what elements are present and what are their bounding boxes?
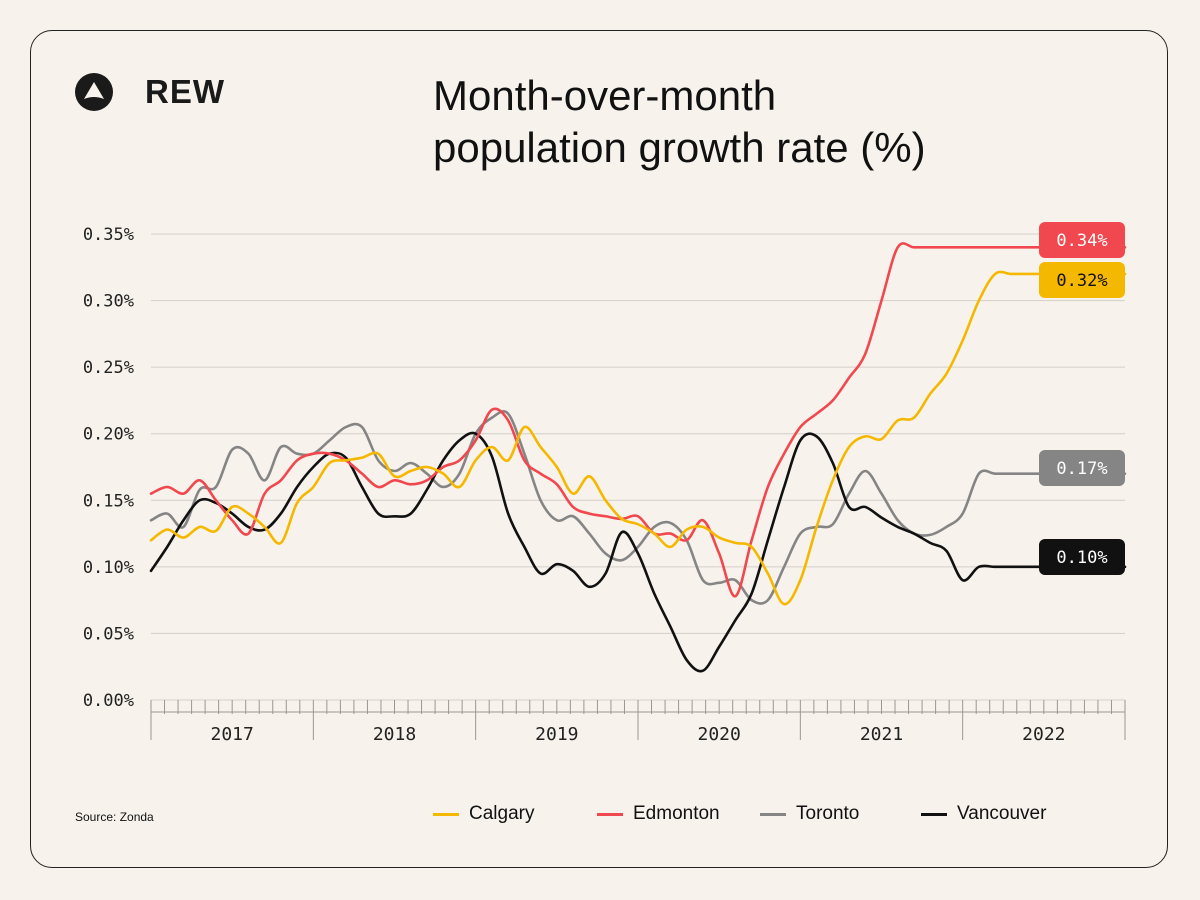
source-note: Source: Zonda xyxy=(75,810,154,824)
y-tick-label: 0.15% xyxy=(83,491,134,511)
series-line-calgary xyxy=(149,270,1127,606)
rew-logo-icon xyxy=(75,73,113,111)
end-label-text-toronto: 0.17% xyxy=(1056,459,1107,479)
end-label-text-edmonton: 0.34% xyxy=(1056,231,1107,251)
legend-item-vancouver: Vancouver xyxy=(921,803,1046,825)
end-label-box-toronto xyxy=(1039,450,1125,486)
legend-label-vancouver: Vancouver xyxy=(957,803,1047,824)
end-label-edmonton: 0.34% xyxy=(1039,222,1125,258)
end-label-calgary: 0.32% xyxy=(1039,262,1125,298)
y-tick-label: 0.05% xyxy=(83,624,134,644)
y-tick-label: 0.30% xyxy=(83,292,134,312)
y-tick-label: 0.00% xyxy=(83,691,134,711)
chart-card xyxy=(30,30,1168,868)
legend-label-calgary: Calgary xyxy=(469,803,535,824)
series-line-vancouver xyxy=(149,431,1127,673)
x-tick-label: 2019 xyxy=(535,724,578,745)
legend-swatch-toronto xyxy=(760,812,786,816)
legend-swatch-calgary xyxy=(433,812,459,816)
x-tick-label: 2020 xyxy=(697,724,740,745)
y-tick-label: 0.25% xyxy=(83,358,134,378)
legend-item-edmonton: Edmonton xyxy=(597,803,720,825)
end-label-vancouver: 0.10% xyxy=(1039,539,1125,575)
x-tick-label: 2017 xyxy=(210,724,253,745)
legend-swatch-vancouver xyxy=(921,812,947,816)
legend-swatch-edmonton xyxy=(597,812,623,816)
legend-item-toronto: Toronto xyxy=(760,803,859,825)
x-tick-label: 2018 xyxy=(373,724,416,745)
x-tick-label: 2022 xyxy=(1022,724,1065,745)
end-label-box-edmonton xyxy=(1039,222,1125,258)
legend-label-edmonton: Edmonton xyxy=(633,803,720,824)
end-label-text-calgary: 0.32% xyxy=(1056,271,1107,291)
y-tick-label: 0.10% xyxy=(83,558,134,578)
x-tick-label: 2021 xyxy=(860,724,903,745)
chart-title: Month-over-month population growth rate … xyxy=(433,70,1133,174)
end-label-box-calgary xyxy=(1039,262,1125,298)
end-label-toronto: 0.17% xyxy=(1039,450,1125,486)
y-tick-label: 0.20% xyxy=(83,425,134,445)
legend-item-calgary: Calgary xyxy=(433,803,534,825)
brand: REW xyxy=(75,73,225,111)
end-label-box-vancouver xyxy=(1039,539,1125,575)
y-tick-label: 0.35% xyxy=(83,225,134,245)
legend-label-toronto: Toronto xyxy=(796,803,860,824)
end-label-text-vancouver: 0.10% xyxy=(1056,548,1107,568)
series-line-edmonton xyxy=(149,242,1127,598)
brand-name: REW xyxy=(145,73,225,110)
series-line-toronto xyxy=(149,410,1127,605)
chart-title-line-2: population growth rate (%) xyxy=(433,124,926,171)
chart-title-line-1: Month-over-month xyxy=(433,72,777,119)
